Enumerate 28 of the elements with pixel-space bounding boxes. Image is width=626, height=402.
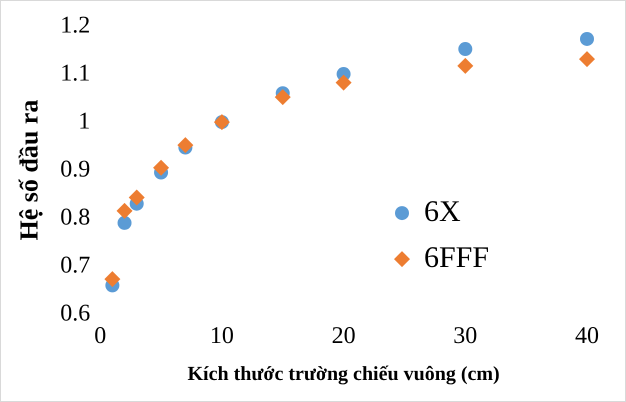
y-tick-label: 0.7: [60, 252, 90, 278]
point: [457, 58, 474, 74]
legend-label: 6X: [424, 194, 461, 228]
point: [118, 216, 132, 230]
point: [153, 160, 170, 176]
y-tick-label: 0.9: [60, 156, 90, 182]
x-tick-label: 20: [332, 322, 356, 349]
point: [104, 271, 120, 288]
y-tick-label: 0.8: [60, 204, 90, 230]
x-tick-label: 0: [94, 322, 106, 349]
x-tick-label: 40: [575, 322, 599, 349]
x-axis-title: Kích thước trường chiếu vuông (cm): [187, 363, 500, 386]
point: [116, 202, 133, 219]
y-axis-title: Hệ số đầu ra: [14, 100, 44, 241]
y-tick-label: 1.2: [60, 12, 90, 38]
y-tick-label: 1.1: [60, 60, 90, 86]
point: [580, 32, 594, 46]
point: [128, 189, 145, 206]
point: [458, 42, 472, 56]
x-tick-label: 30: [453, 322, 478, 349]
legend-label: 6FFF: [424, 240, 490, 274]
point: [274, 89, 291, 106]
point: [177, 137, 194, 154]
point: [579, 51, 595, 68]
y-tick-label: 1: [78, 108, 90, 134]
y-tick-label: 0.6: [60, 300, 90, 326]
point: [336, 74, 352, 91]
x-tick-label: 10: [210, 322, 234, 349]
